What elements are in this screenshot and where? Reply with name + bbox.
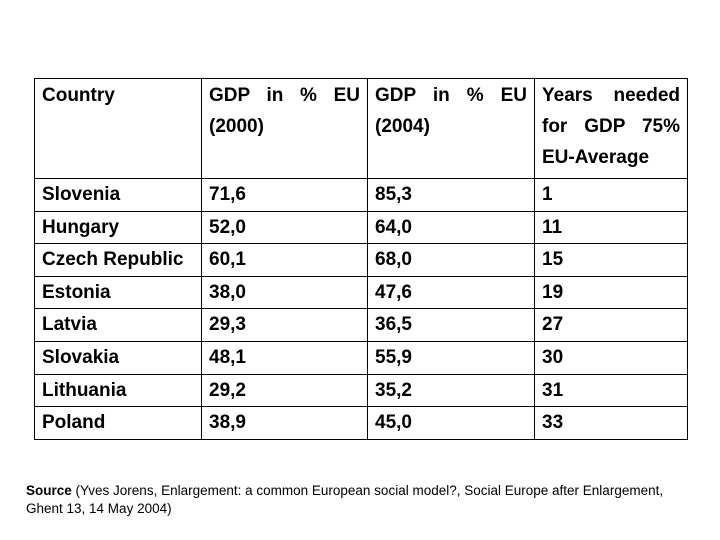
cell-years: 1 <box>534 178 688 212</box>
cell-country: Lithuania <box>34 373 202 408</box>
cell-gdp-2000: 29,2 <box>201 373 368 408</box>
cell-country: Estonia <box>34 275 202 310</box>
source-note: Source (Yves Jorens, Enlargement: a comm… <box>26 482 666 518</box>
cell-gdp-2004: 55,9 <box>367 340 535 375</box>
header-years-needed: Years needed for GDP 75% EU-Average <box>534 78 688 179</box>
header-country-line: Country <box>42 85 115 106</box>
table-row: Slovenia 71,6 85,3 1 <box>34 178 688 212</box>
header-gdp-2000-line-2: (2000) <box>209 116 264 137</box>
table-row: Czech Republic 60,1 68,0 15 <box>34 243 688 277</box>
cell-gdp-2004: 64,0 <box>367 210 535 245</box>
cell-gdp-2000: 71,6 <box>201 178 368 212</box>
table-row: Poland 38,9 45,0 33 <box>34 406 688 440</box>
header-gdp-2000: GDP in % EU (2000) <box>201 78 368 179</box>
table-row: Lithuania 29,2 35,2 31 <box>34 373 688 408</box>
cell-gdp-2000: 29,3 <box>201 308 368 342</box>
header-gdp-2000-line-1: GDP in % EU <box>209 85 360 106</box>
cell-gdp-2000: 52,0 <box>201 210 368 245</box>
cell-gdp-2000: 60,1 <box>201 243 368 277</box>
cell-gdp-2004: 45,0 <box>367 406 535 440</box>
cell-country: Latvia <box>34 308 202 342</box>
header-gdp-2004: GDP in % EU (2004) <box>367 78 535 179</box>
cell-years: 31 <box>534 373 688 408</box>
cell-gdp-2000: 38,0 <box>201 275 368 310</box>
cell-country: Slovakia <box>34 340 202 375</box>
gdp-table: Country GDP in % EU (2000) GDP in % EU (… <box>34 78 688 440</box>
cell-country: Poland <box>34 406 202 440</box>
header-gdp-2004-line-1: GDP in % EU <box>375 85 527 106</box>
cell-years: 15 <box>534 243 688 277</box>
header-gdp-2004-line-2: (2004) <box>375 116 430 137</box>
table-header-row: Country GDP in % EU (2000) GDP in % EU (… <box>34 78 688 179</box>
source-text: (Yves Jorens, Enlargement: a common Euro… <box>26 483 664 516</box>
cell-years: 33 <box>534 406 688 440</box>
cell-years: 19 <box>534 275 688 310</box>
header-years-line-3: EU-Average <box>542 147 650 168</box>
source-label: Source <box>26 483 72 498</box>
table-row: Hungary 52,0 64,0 11 <box>34 210 688 245</box>
cell-years: 11 <box>534 210 688 245</box>
table-row: Latvia 29,3 36,5 27 <box>34 308 688 342</box>
cell-gdp-2004: 85,3 <box>367 178 535 212</box>
table-row: Estonia 38,0 47,6 19 <box>34 275 688 310</box>
cell-country: Hungary <box>34 210 202 245</box>
cell-years: 30 <box>534 340 688 375</box>
cell-gdp-2000: 38,9 <box>201 406 368 440</box>
cell-gdp-2004: 68,0 <box>367 243 535 277</box>
table-row: Slovakia 48,1 55,9 30 <box>34 340 688 375</box>
header-country: Country <box>34 78 202 179</box>
cell-gdp-2004: 36,5 <box>367 308 535 342</box>
header-years-line-1: Years needed <box>542 85 680 106</box>
cell-years: 27 <box>534 308 688 342</box>
cell-gdp-2004: 47,6 <box>367 275 535 310</box>
cell-gdp-2000: 48,1 <box>201 340 368 375</box>
header-years-line-2: for GDP 75% <box>542 116 680 137</box>
cell-gdp-2004: 35,2 <box>367 373 535 408</box>
cell-country: Slovenia <box>34 178 202 212</box>
cell-country: Czech Republic <box>34 243 202 277</box>
